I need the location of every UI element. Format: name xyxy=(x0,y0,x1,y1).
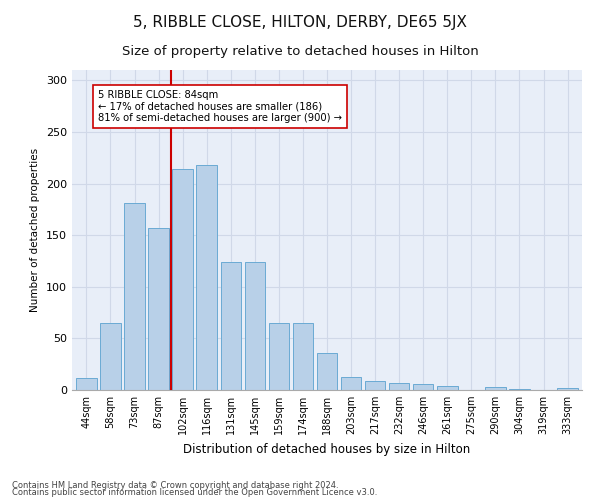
Bar xyxy=(76,378,97,390)
Text: 5, RIBBLE CLOSE, HILTON, DERBY, DE65 5JX: 5, RIBBLE CLOSE, HILTON, DERBY, DE65 5JX xyxy=(133,15,467,30)
Text: Contains HM Land Registry data © Crown copyright and database right 2024.: Contains HM Land Registry data © Crown c… xyxy=(12,480,338,490)
Bar xyxy=(389,383,409,390)
Bar xyxy=(413,384,433,390)
Bar xyxy=(148,228,169,390)
Bar xyxy=(365,380,385,390)
Y-axis label: Number of detached properties: Number of detached properties xyxy=(31,148,40,312)
Bar xyxy=(509,389,530,390)
Bar xyxy=(269,323,289,390)
Bar xyxy=(317,353,337,390)
Bar xyxy=(557,388,578,390)
Bar xyxy=(341,376,361,390)
X-axis label: Distribution of detached houses by size in Hilton: Distribution of detached houses by size … xyxy=(184,442,470,456)
Bar xyxy=(221,262,241,390)
Bar xyxy=(172,169,193,390)
Bar xyxy=(245,262,265,390)
Bar xyxy=(437,386,458,390)
Bar xyxy=(124,203,145,390)
Bar xyxy=(100,323,121,390)
Bar xyxy=(485,387,506,390)
Text: 5 RIBBLE CLOSE: 84sqm
← 17% of detached houses are smaller (186)
81% of semi-det: 5 RIBBLE CLOSE: 84sqm ← 17% of detached … xyxy=(98,90,343,123)
Bar xyxy=(293,323,313,390)
Text: Size of property relative to detached houses in Hilton: Size of property relative to detached ho… xyxy=(122,45,478,58)
Bar xyxy=(196,165,217,390)
Text: Contains public sector information licensed under the Open Government Licence v3: Contains public sector information licen… xyxy=(12,488,377,497)
